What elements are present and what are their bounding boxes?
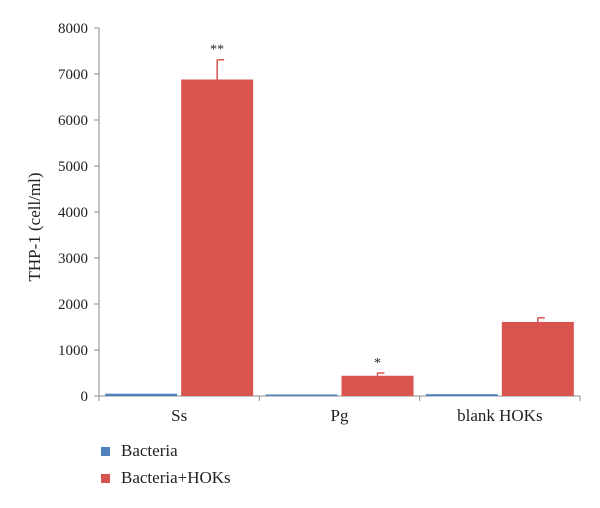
bar-bacteria-hoks	[181, 79, 254, 397]
bar-bacteria	[265, 394, 338, 396]
legend-swatch	[101, 474, 110, 483]
legend-label: Bacteria	[121, 441, 178, 460]
y-tick-label: 4000	[58, 205, 88, 221]
x-category-label: Ss	[171, 406, 187, 425]
y-tick-label: 3000	[58, 251, 88, 267]
significance-label: **	[210, 43, 224, 58]
significance-label: *	[374, 356, 381, 371]
y-axis-title: THP-1 (cell/ml)	[25, 172, 44, 281]
legend-swatch	[101, 447, 110, 456]
y-tick-label: 8000	[58, 21, 88, 37]
x-category-label: blank HOKs	[457, 406, 542, 425]
legend-label: Bacteria+HOKs	[121, 468, 231, 487]
x-category-label: Pg	[331, 406, 349, 425]
y-axis: 0 1000 2000 3000 4000 5000 6000 7000 8000	[58, 21, 100, 405]
bar-bacteria	[425, 394, 498, 396]
y-tick-label: 1000	[58, 343, 88, 359]
x-axis: Ss Pg blank HOKs	[98, 395, 581, 425]
y-tick-label: 5000	[58, 159, 88, 175]
y-tick-label: 2000	[58, 297, 88, 313]
bar-bacteria-hoks	[501, 321, 574, 396]
bar-bacteria	[105, 393, 178, 396]
y-tick-label: 7000	[58, 67, 88, 83]
legend: Bacteria Bacteria+HOKs	[101, 441, 231, 487]
bars: ***	[105, 43, 574, 397]
y-tick-label: 6000	[58, 113, 88, 129]
y-tick-label: 0	[81, 389, 89, 405]
bar-bacteria-hoks	[341, 375, 414, 396]
